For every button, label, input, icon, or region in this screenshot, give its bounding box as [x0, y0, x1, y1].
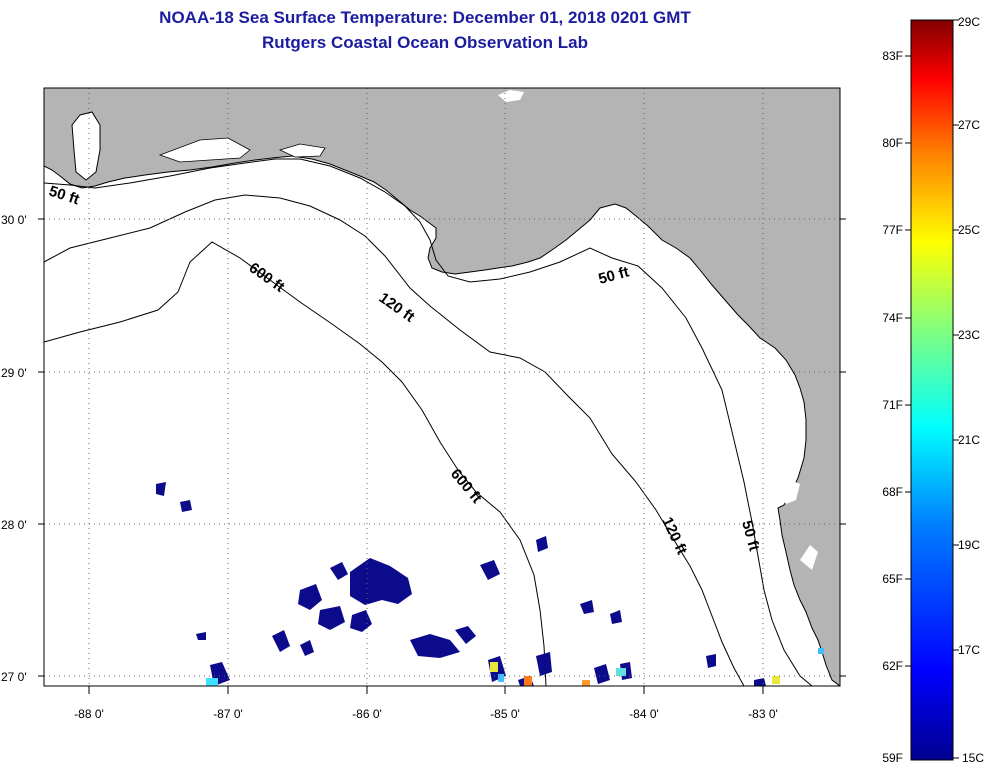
colorbar-c-label: 29C	[958, 15, 980, 29]
colorbar-c-label: 19C	[958, 538, 980, 552]
colorbar-f-label: 71F	[882, 398, 903, 412]
colorbar-f-label: 68F	[882, 485, 903, 499]
colorbar-f-label: 65F	[882, 572, 903, 586]
colorbar-c-label: 21C	[958, 433, 980, 447]
isobath-50ft	[44, 158, 813, 686]
colorbar-f-label: 62F	[882, 659, 903, 673]
colorbar-c-label: 15C	[962, 751, 984, 765]
colorbar-f-label: 77F	[882, 223, 903, 237]
colorbar-c-label: 23C	[958, 328, 980, 342]
chart-subtitle: Rutgers Coastal Ocean Observation Lab	[262, 33, 588, 52]
lat-label: 27 0'	[1, 670, 27, 684]
lon-label: -88 0'	[74, 707, 104, 721]
colorbar-c-label: 27C	[958, 118, 980, 132]
colorbar-f-label: 74F	[882, 311, 903, 325]
land-area	[44, 88, 840, 686]
colorbar	[910, 19, 954, 761]
chart-title: NOAA-18 Sea Surface Temperature: Decembe…	[159, 8, 691, 27]
isobath-600ft	[44, 241, 547, 686]
colorbar-c-label: 17C	[958, 643, 980, 657]
lon-label: -85 0'	[490, 707, 520, 721]
colorbar-f-label: 83F	[882, 49, 903, 63]
sst-warm-pixels	[206, 648, 824, 686]
lon-label: -86 0'	[352, 707, 382, 721]
lon-label: -84 0'	[629, 707, 659, 721]
map-frame	[43, 87, 841, 687]
colorbar-f-label: 59F	[882, 751, 903, 765]
isobath-120ft	[44, 194, 745, 686]
colorbar-c-label: 25C	[958, 223, 980, 237]
lat-label: 28 0'	[1, 518, 27, 532]
lat-label: 29 0'	[1, 366, 27, 380]
colorbar-f-label: 80F	[882, 136, 903, 150]
lon-label: -83 0'	[748, 707, 778, 721]
lon-label: -87 0'	[213, 707, 243, 721]
lat-label: 30 0'	[1, 213, 27, 227]
